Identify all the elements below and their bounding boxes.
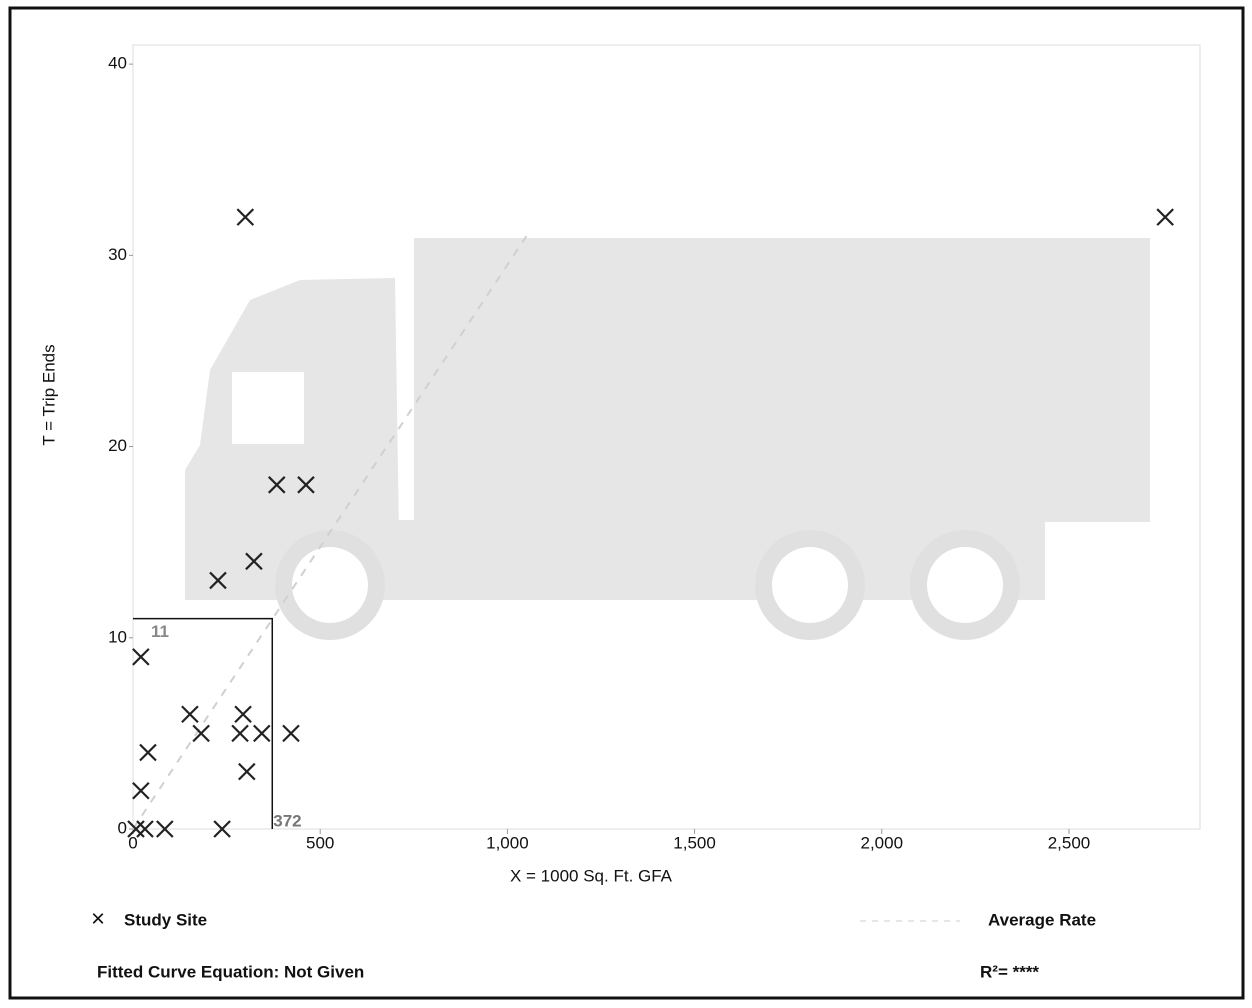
study-site-point — [237, 209, 253, 225]
range-box-label: 372 — [273, 811, 301, 830]
y-tick-label: 40 — [108, 54, 127, 73]
study-site-point — [133, 783, 149, 799]
study-site-point — [235, 706, 251, 722]
x-tick-label: 1,500 — [673, 833, 716, 852]
fitted-curve-note: Fitted Curve Equation: Not Given — [97, 962, 364, 981]
chart: X = 1000 Sq. Ft. GFA T = Trip Ends × Stu… — [0, 0, 1252, 1008]
y-axis-label: T = Trip Ends — [39, 344, 58, 445]
study-site-point — [1157, 209, 1173, 225]
study-site-point — [140, 745, 156, 761]
x-tick-label: 500 — [306, 833, 334, 852]
y-tick-label: 30 — [108, 245, 127, 264]
study-site-point — [283, 725, 299, 741]
study-site-point — [232, 725, 248, 741]
x-tick-label: 2,500 — [1048, 833, 1091, 852]
legend-marker: × — [91, 905, 105, 932]
range-box-label: 11 — [151, 622, 169, 641]
truck-watermark — [185, 238, 1150, 640]
y-tick-label: 20 — [108, 436, 127, 455]
x-tick-label: 1,000 — [486, 833, 529, 852]
study-site-point — [182, 706, 198, 722]
x-axis-label: X = 1000 Sq. Ft. GFA — [510, 866, 673, 885]
study-site-point — [239, 764, 255, 780]
y-tick-label: 0 — [118, 818, 127, 837]
legend-label: Average Rate — [988, 910, 1096, 929]
legend-label: Study Site — [124, 910, 207, 929]
x-tick-label: 2,000 — [860, 833, 903, 852]
y-tick-label: 10 — [108, 627, 127, 646]
study-site-point — [133, 649, 149, 665]
r-squared-note: R²= **** — [980, 962, 1039, 981]
study-site-point — [254, 725, 270, 741]
